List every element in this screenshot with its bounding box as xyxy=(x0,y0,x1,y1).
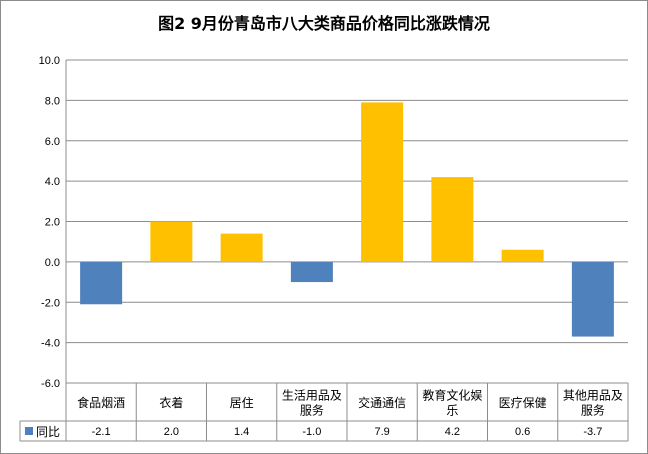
bar xyxy=(220,233,263,262)
y-tick-label: 6.0 xyxy=(45,136,60,148)
bar xyxy=(571,261,614,337)
y-tick-label: 10.0 xyxy=(39,55,60,67)
category-label: 衣着 xyxy=(159,395,183,410)
legend-key xyxy=(25,427,33,435)
bar xyxy=(431,177,474,262)
bar xyxy=(501,249,544,262)
data-value-label: -3.7 xyxy=(583,426,602,438)
data-value-label: -1.0 xyxy=(302,426,321,438)
category-label: 生活用品及 xyxy=(282,389,342,403)
y-tick-label: -2.0 xyxy=(41,297,60,309)
data-value-label: 2.0 xyxy=(164,426,179,438)
y-tick-label: -6.0 xyxy=(41,378,60,390)
bar xyxy=(290,261,333,283)
category-label: 食品烟酒 xyxy=(77,395,125,410)
category-label: 服务 xyxy=(581,403,605,418)
legend-series-name: 同比 xyxy=(36,425,60,439)
gridlines xyxy=(66,59,628,384)
y-tick-label: -4.0 xyxy=(41,338,60,350)
category-label: 交通通信 xyxy=(358,395,406,410)
y-tick-label: 4.0 xyxy=(45,176,60,188)
chart-title: 图2 9月份青岛市八大类商品价格同比涨跌情况 xyxy=(158,14,490,33)
y-tick-label: 8.0 xyxy=(45,95,60,107)
category-label: 其他用品及 xyxy=(563,389,623,403)
bar xyxy=(150,221,193,262)
y-tick-label: 2.0 xyxy=(45,217,60,229)
category-label: 教育文化娱 xyxy=(422,388,482,403)
data-value-label: 0.6 xyxy=(515,426,530,438)
category-label: 服务 xyxy=(300,403,324,418)
data-value-label: 1.4 xyxy=(234,426,249,438)
category-label: 乐 xyxy=(446,404,458,418)
category-label: 医疗保健 xyxy=(499,396,547,410)
data-value-label: -2.1 xyxy=(92,426,111,438)
y-tick-label: 0.0 xyxy=(45,257,60,269)
bar xyxy=(80,261,123,305)
bars xyxy=(80,102,614,337)
data-value-label: 4.2 xyxy=(445,426,460,438)
category-label: 居住 xyxy=(230,396,254,410)
bar xyxy=(361,102,404,262)
data-value-label: 7.9 xyxy=(374,426,389,438)
y-tick-labels: 10.0 8.0 6.0 4.0 2.0 0.0 -2.0 -4.0 -6.0 xyxy=(39,55,60,390)
